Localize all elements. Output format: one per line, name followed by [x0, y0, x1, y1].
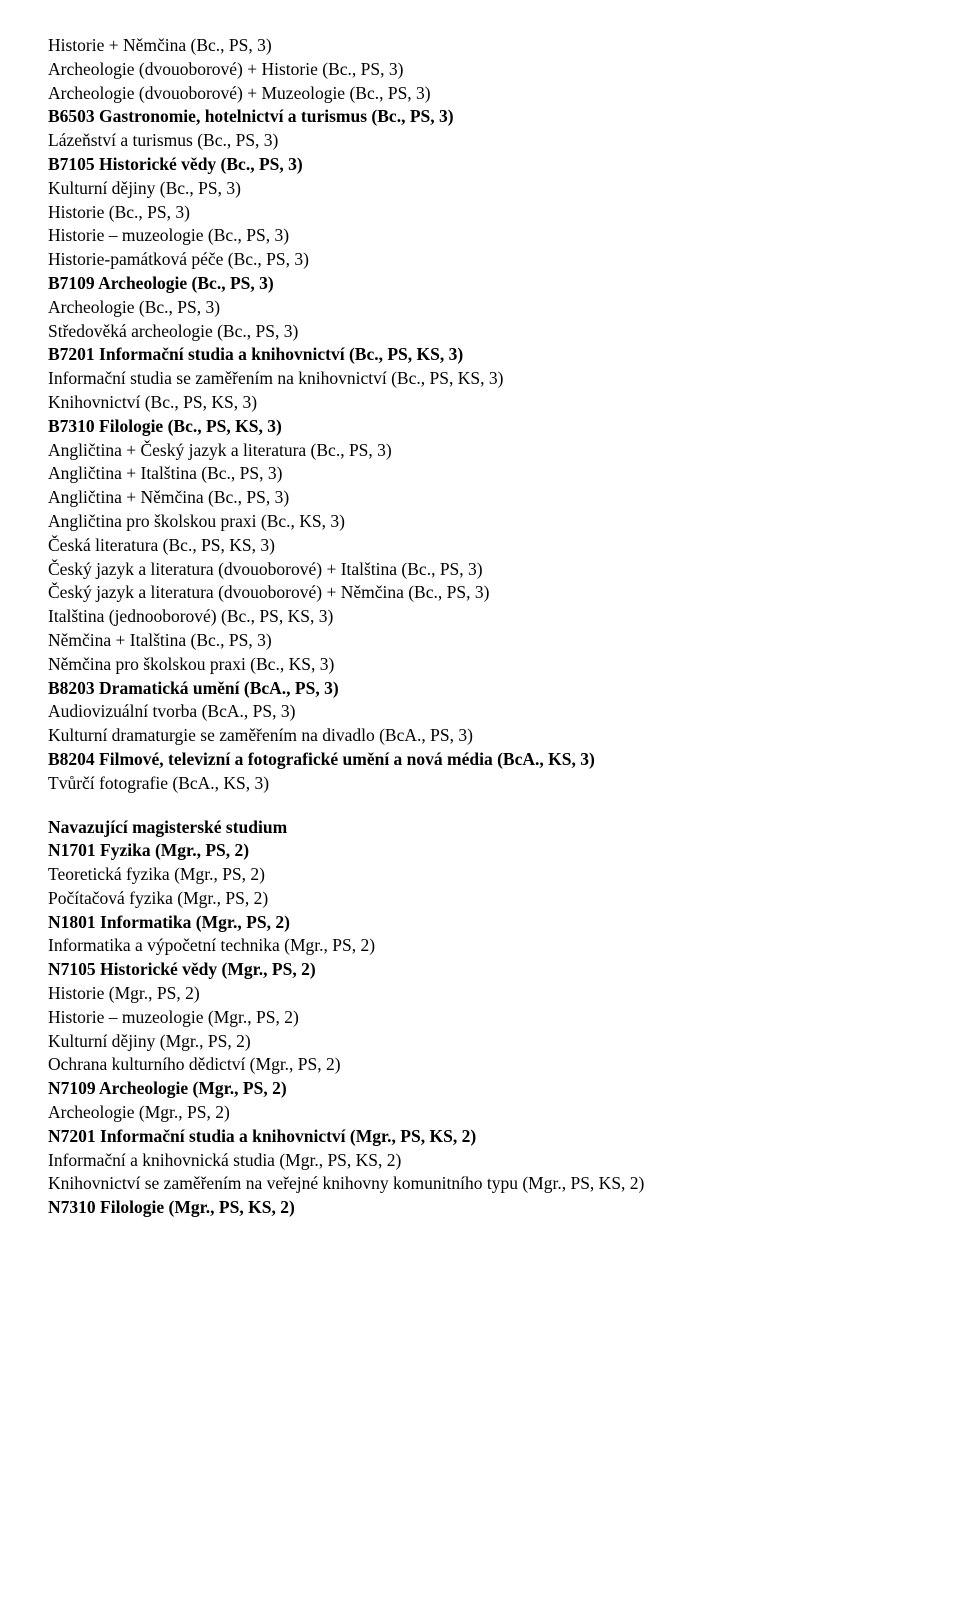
program-entry: Historie (Mgr., PS, 2) — [48, 982, 912, 1006]
program-entry: Historie – muzeologie (Mgr., PS, 2) — [48, 1006, 912, 1030]
program-entry: B7109 Archeologie (Bc., PS, 3) — [48, 272, 912, 296]
program-entry: Angličtina pro školskou praxi (Bc., KS, … — [48, 510, 912, 534]
program-entry: Historie (Bc., PS, 3) — [48, 201, 912, 225]
program-list-bachelor: Historie + Němčina (Bc., PS, 3)Archeolog… — [48, 34, 912, 796]
program-entry: B8204 Filmové, televizní a fotografické … — [48, 748, 912, 772]
program-entry: Lázeňství a turismus (Bc., PS, 3) — [48, 129, 912, 153]
program-entry: Historie-památková péče (Bc., PS, 3) — [48, 248, 912, 272]
program-entry: Archeologie (Bc., PS, 3) — [48, 296, 912, 320]
program-entry: Archeologie (dvouoborové) + Historie (Bc… — [48, 58, 912, 82]
program-entry: Kulturní dramaturgie se zaměřením na div… — [48, 724, 912, 748]
program-entry: Česká literatura (Bc., PS, KS, 3) — [48, 534, 912, 558]
program-entry: N7105 Historické vědy (Mgr., PS, 2) — [48, 958, 912, 982]
program-entry: Středověká archeologie (Bc., PS, 3) — [48, 320, 912, 344]
program-entry: Kulturní dějiny (Mgr., PS, 2) — [48, 1030, 912, 1054]
program-entry: N7310 Filologie (Mgr., PS, KS, 2) — [48, 1196, 912, 1220]
program-entry: N1701 Fyzika (Mgr., PS, 2) — [48, 839, 912, 863]
program-entry: Český jazyk a literatura (dvouoborové) +… — [48, 558, 912, 582]
program-entry: Němčina + Italština (Bc., PS, 3) — [48, 629, 912, 653]
program-entry: N7109 Archeologie (Mgr., PS, 2) — [48, 1077, 912, 1101]
program-entry: Informační a knihovnická studia (Mgr., P… — [48, 1149, 912, 1173]
program-entry: B7105 Historické vědy (Bc., PS, 3) — [48, 153, 912, 177]
program-entry: Italština (jednooborové) (Bc., PS, KS, 3… — [48, 605, 912, 629]
program-entry: Angličtina + Italština (Bc., PS, 3) — [48, 462, 912, 486]
program-entry: Informatika a výpočetní technika (Mgr., … — [48, 934, 912, 958]
program-entry: Knihovnictví (Bc., PS, KS, 3) — [48, 391, 912, 415]
program-list-master: Navazující magisterské studiumN1701 Fyzi… — [48, 816, 912, 1221]
program-entry: N1801 Informatika (Mgr., PS, 2) — [48, 911, 912, 935]
program-entry: B7201 Informační studia a knihovnictví (… — [48, 343, 912, 367]
program-entry: B8203 Dramatická umění (BcA., PS, 3) — [48, 677, 912, 701]
program-entry: Historie + Němčina (Bc., PS, 3) — [48, 34, 912, 58]
program-entry: Ochrana kulturního dědictví (Mgr., PS, 2… — [48, 1053, 912, 1077]
program-entry: Informační studia se zaměřením na knihov… — [48, 367, 912, 391]
program-entry: Kulturní dějiny (Bc., PS, 3) — [48, 177, 912, 201]
program-entry: Počítačová fyzika (Mgr., PS, 2) — [48, 887, 912, 911]
program-entry: Navazující magisterské studium — [48, 816, 912, 840]
section-gap — [48, 796, 912, 816]
program-entry: Historie – muzeologie (Bc., PS, 3) — [48, 224, 912, 248]
program-entry: N7201 Informační studia a knihovnictví (… — [48, 1125, 912, 1149]
program-entry: Archeologie (Mgr., PS, 2) — [48, 1101, 912, 1125]
program-entry: Archeologie (dvouoborové) + Muzeologie (… — [48, 82, 912, 106]
program-entry: B6503 Gastronomie, hotelnictví a turismu… — [48, 105, 912, 129]
program-entry: Knihovnictví se zaměřením na veřejné kni… — [48, 1172, 912, 1196]
program-entry: Audiovizuální tvorba (BcA., PS, 3) — [48, 700, 912, 724]
program-entry: Němčina pro školskou praxi (Bc., KS, 3) — [48, 653, 912, 677]
program-entry: Tvůrčí fotografie (BcA., KS, 3) — [48, 772, 912, 796]
program-entry: B7310 Filologie (Bc., PS, KS, 3) — [48, 415, 912, 439]
program-entry: Český jazyk a literatura (dvouoborové) +… — [48, 581, 912, 605]
program-entry: Teoretická fyzika (Mgr., PS, 2) — [48, 863, 912, 887]
program-entry: Angličtina + Němčina (Bc., PS, 3) — [48, 486, 912, 510]
program-entry: Angličtina + Český jazyk a literatura (B… — [48, 439, 912, 463]
